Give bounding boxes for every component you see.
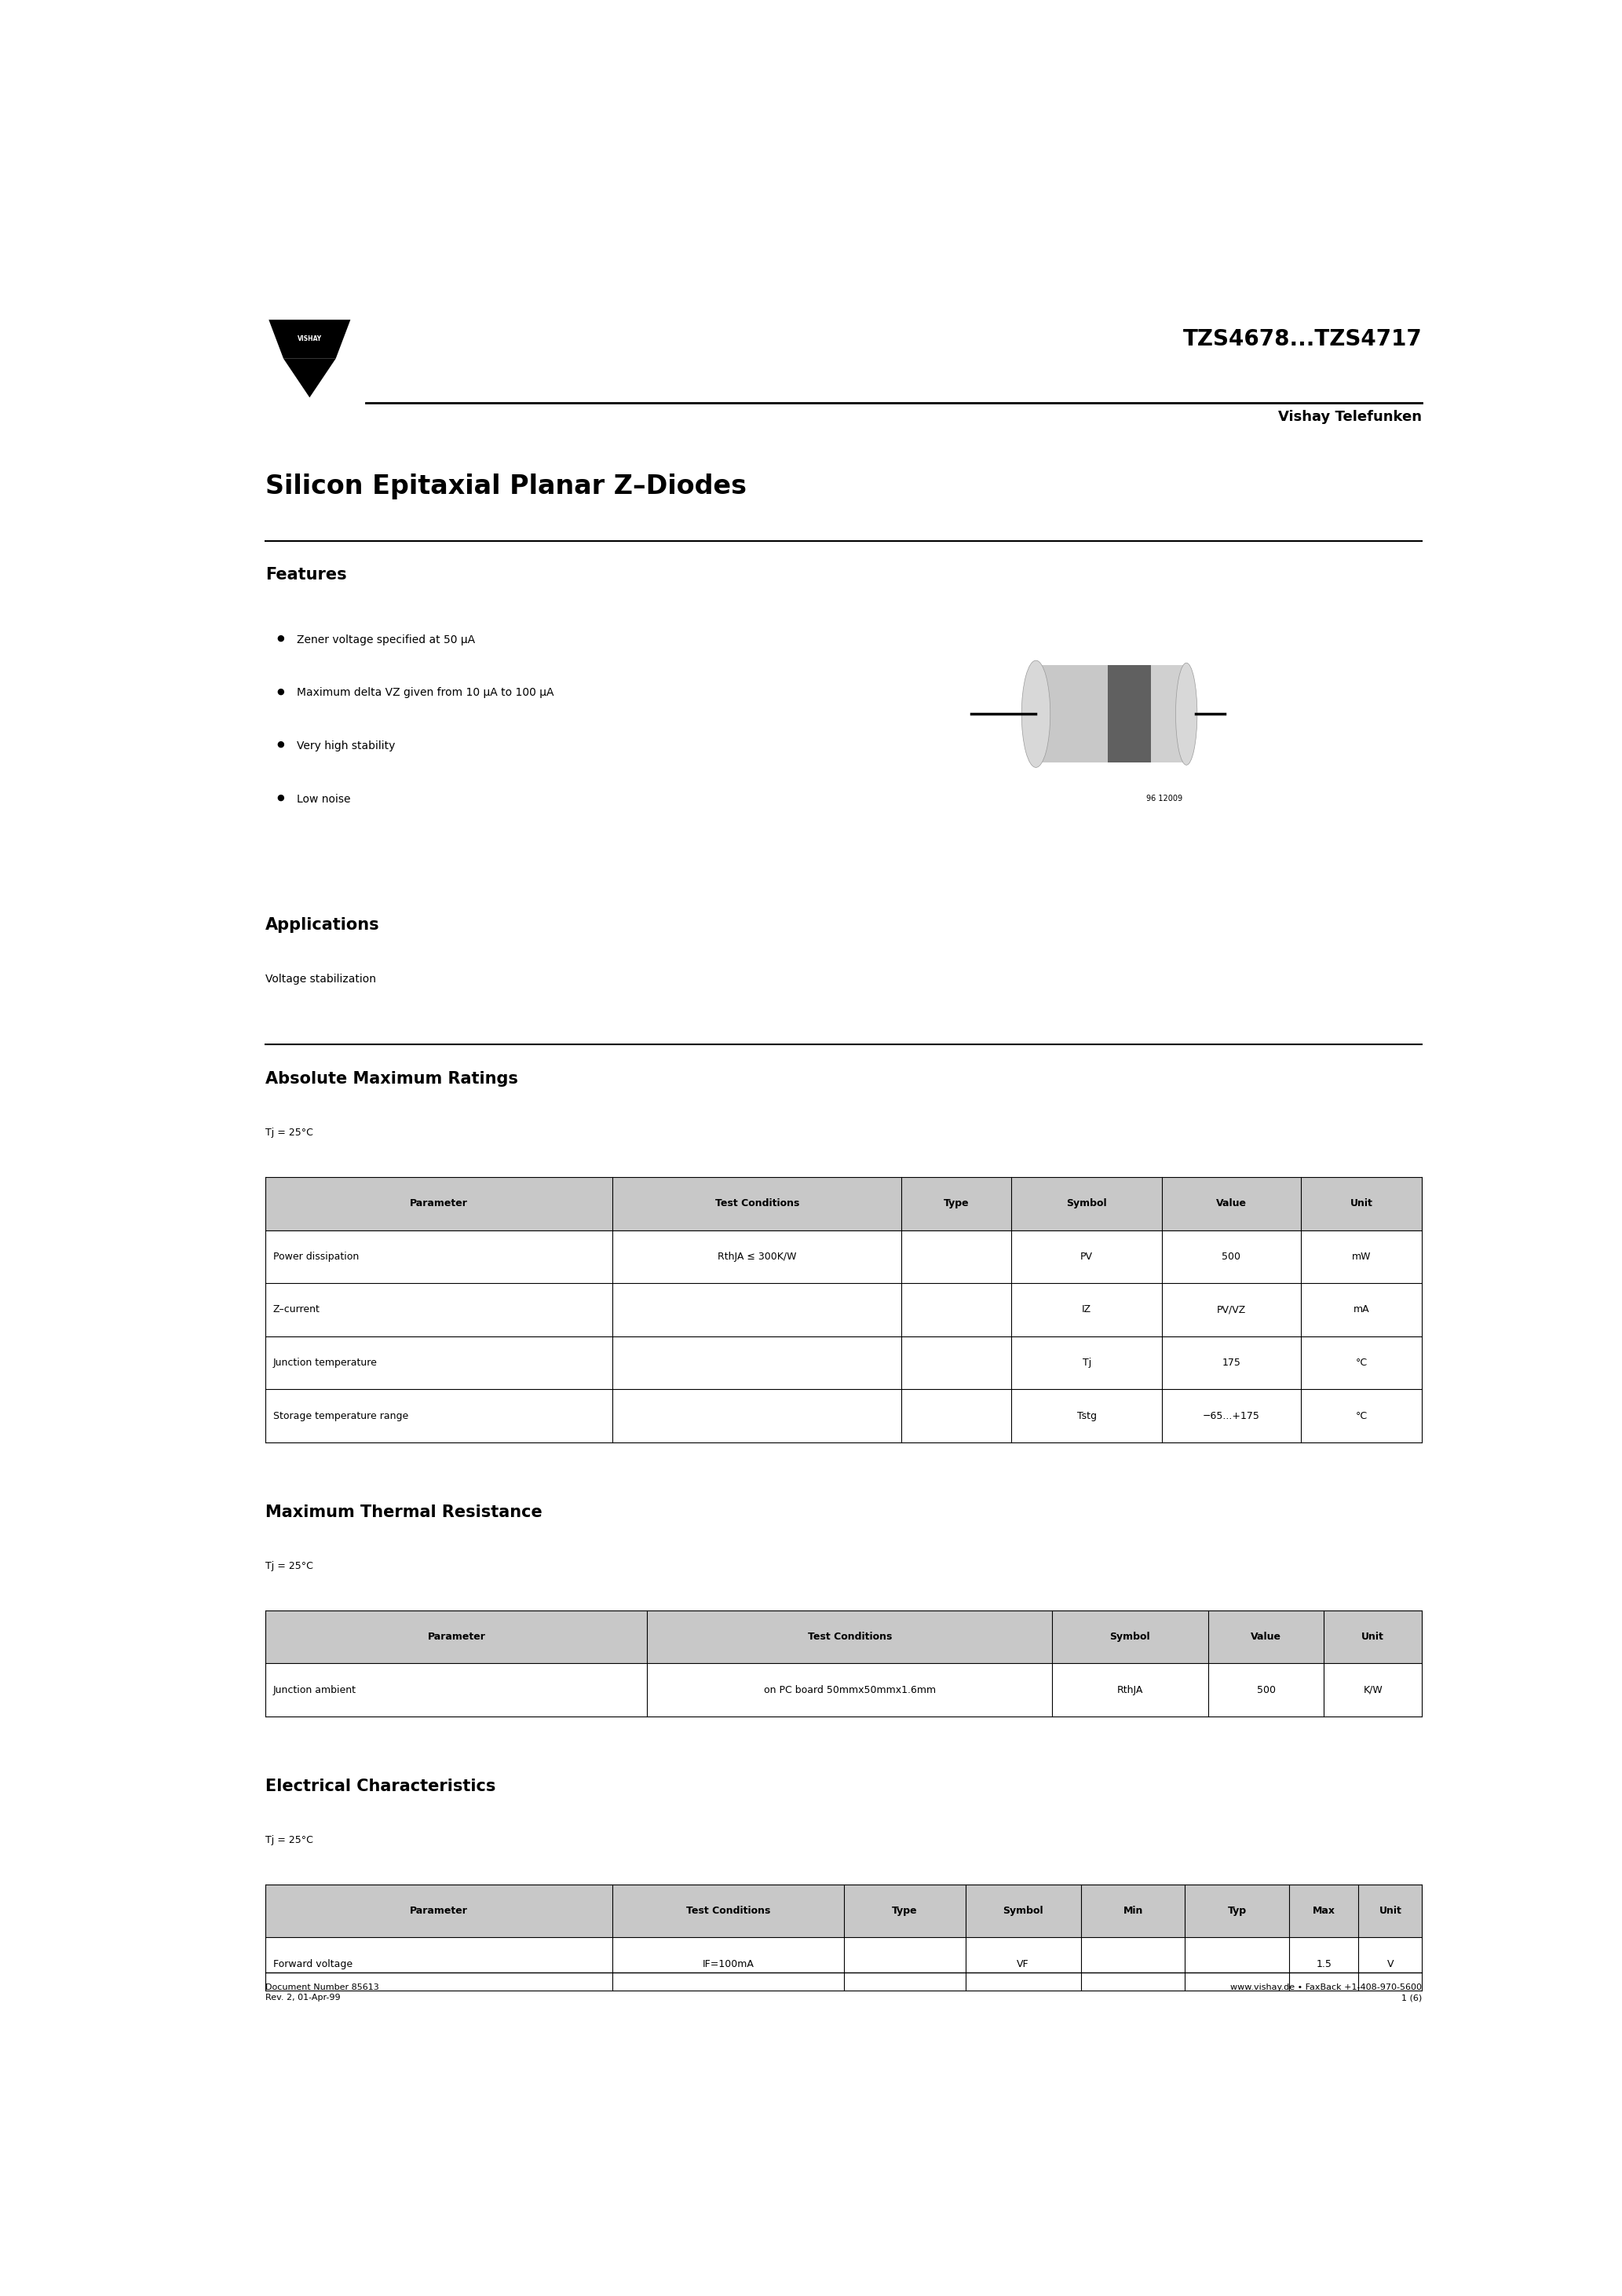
Text: Electrical Characteristics: Electrical Characteristics — [266, 1779, 496, 1793]
Text: Storage temperature range: Storage temperature range — [272, 1410, 409, 1421]
FancyBboxPatch shape — [266, 1885, 1422, 1938]
FancyBboxPatch shape — [266, 1609, 1422, 1662]
Text: Type: Type — [892, 1906, 918, 1915]
Text: Vishay Telefunken: Vishay Telefunken — [1278, 411, 1422, 425]
Text: PV: PV — [1080, 1251, 1093, 1263]
Text: VISHAY: VISHAY — [297, 335, 321, 342]
Text: Features: Features — [266, 567, 347, 583]
Text: ●: ● — [277, 687, 284, 696]
Ellipse shape — [1176, 664, 1197, 765]
Text: 500: 500 — [1221, 1251, 1241, 1263]
Text: Tj = 25°C: Tj = 25°C — [266, 1561, 313, 1570]
FancyBboxPatch shape — [1108, 666, 1150, 762]
Text: Parameter: Parameter — [410, 1906, 469, 1915]
Text: Tstg: Tstg — [1077, 1410, 1096, 1421]
Text: Symbol: Symbol — [1066, 1199, 1106, 1208]
Text: Voltage stabilization: Voltage stabilization — [266, 974, 376, 985]
Polygon shape — [269, 319, 350, 358]
Text: °C: °C — [1356, 1357, 1367, 1368]
Text: V: V — [1387, 1958, 1393, 1970]
Text: Test Conditions: Test Conditions — [686, 1906, 770, 1915]
Text: 96 12009: 96 12009 — [1147, 794, 1182, 801]
Text: mW: mW — [1351, 1251, 1371, 1263]
Text: Silicon Epitaxial Planar Z–Diodes: Silicon Epitaxial Planar Z–Diodes — [266, 473, 746, 501]
Text: Unit: Unit — [1350, 1199, 1372, 1208]
Text: VF: VF — [1017, 1958, 1030, 1970]
Text: Symbol: Symbol — [1002, 1906, 1043, 1915]
Text: ●: ● — [277, 742, 284, 748]
Text: Absolute Maximum Ratings: Absolute Maximum Ratings — [266, 1072, 519, 1086]
Text: Maximum delta VZ given from 10 μA to 100 μA: Maximum delta VZ given from 10 μA to 100… — [297, 687, 555, 698]
Text: Parameter: Parameter — [428, 1632, 485, 1642]
Text: TZS4678...TZS4717: TZS4678...TZS4717 — [1182, 328, 1422, 351]
Text: Parameter: Parameter — [410, 1199, 469, 1208]
Text: www.vishay.de • FaxBack +1-408-970-5600
1 (6): www.vishay.de • FaxBack +1-408-970-5600 … — [1231, 1984, 1422, 2002]
Text: Unit: Unit — [1379, 1906, 1401, 1915]
FancyBboxPatch shape — [1036, 666, 1127, 762]
Polygon shape — [284, 358, 336, 397]
FancyBboxPatch shape — [1150, 666, 1186, 762]
Text: °C: °C — [1356, 1410, 1367, 1421]
Text: Test Conditions: Test Conditions — [808, 1632, 892, 1642]
Text: Maximum Thermal Resistance: Maximum Thermal Resistance — [266, 1504, 542, 1520]
Text: Test Conditions: Test Conditions — [715, 1199, 800, 1208]
Text: IZ: IZ — [1082, 1304, 1092, 1316]
Text: Symbol: Symbol — [1109, 1632, 1150, 1642]
Text: Junction temperature: Junction temperature — [272, 1357, 378, 1368]
Text: PV/VZ: PV/VZ — [1216, 1304, 1246, 1316]
Text: Power dissipation: Power dissipation — [272, 1251, 358, 1263]
Text: Z–current: Z–current — [272, 1304, 320, 1316]
Text: Junction ambient: Junction ambient — [272, 1685, 357, 1694]
Text: Low noise: Low noise — [297, 794, 350, 804]
Text: Tj = 25°C: Tj = 25°C — [266, 1835, 313, 1846]
Text: 1.5: 1.5 — [1315, 1958, 1332, 1970]
Text: Tj = 25°C: Tj = 25°C — [266, 1127, 313, 1139]
Text: Min: Min — [1122, 1906, 1144, 1915]
Text: 175: 175 — [1221, 1357, 1241, 1368]
Text: Forward voltage: Forward voltage — [272, 1958, 352, 1970]
Ellipse shape — [1022, 661, 1051, 767]
FancyBboxPatch shape — [266, 1178, 1422, 1231]
Text: Tj: Tj — [1082, 1357, 1092, 1368]
Text: Applications: Applications — [266, 918, 380, 932]
Text: Zener voltage specified at 50 μA: Zener voltage specified at 50 μA — [297, 634, 475, 645]
Text: Value: Value — [1216, 1199, 1247, 1208]
Text: RthJA: RthJA — [1118, 1685, 1144, 1694]
Text: Typ: Typ — [1228, 1906, 1247, 1915]
Text: Type: Type — [944, 1199, 970, 1208]
Text: Document Number 85613
Rev. 2, 01-Apr-99: Document Number 85613 Rev. 2, 01-Apr-99 — [266, 1984, 380, 2002]
Text: on PC board 50mmx50mmx1.6mm: on PC board 50mmx50mmx1.6mm — [764, 1685, 936, 1694]
Text: ●: ● — [277, 634, 284, 643]
Text: Unit: Unit — [1361, 1632, 1384, 1642]
Text: K/W: K/W — [1362, 1685, 1382, 1694]
Text: Very high stability: Very high stability — [297, 742, 396, 751]
Text: IF=100mA: IF=100mA — [702, 1958, 754, 1970]
Text: Max: Max — [1312, 1906, 1335, 1915]
Text: 500: 500 — [1257, 1685, 1275, 1694]
Text: RthJA ≤ 300K/W: RthJA ≤ 300K/W — [717, 1251, 796, 1263]
Text: −65...+175: −65...+175 — [1202, 1410, 1260, 1421]
Text: mA: mA — [1353, 1304, 1369, 1316]
Text: Value: Value — [1251, 1632, 1281, 1642]
Text: ●: ● — [277, 794, 284, 801]
